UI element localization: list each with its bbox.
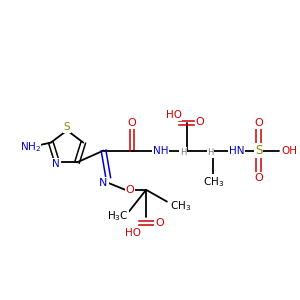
Text: O: O bbox=[254, 173, 263, 183]
Text: O: O bbox=[254, 118, 263, 128]
Text: O: O bbox=[126, 185, 134, 195]
Text: OH: OH bbox=[282, 146, 298, 156]
Text: O: O bbox=[196, 117, 204, 127]
Text: H: H bbox=[207, 148, 214, 157]
Text: H$_3$C: H$_3$C bbox=[107, 209, 128, 223]
Text: CH$_3$: CH$_3$ bbox=[202, 175, 224, 189]
Text: HO: HO bbox=[125, 228, 141, 238]
Text: H: H bbox=[180, 148, 186, 157]
Text: NH: NH bbox=[152, 146, 168, 156]
Text: S: S bbox=[255, 144, 262, 157]
Text: N: N bbox=[99, 178, 108, 188]
Text: S: S bbox=[64, 122, 70, 132]
Text: HO: HO bbox=[166, 110, 182, 120]
Text: N: N bbox=[52, 159, 60, 169]
Text: CH$_3$: CH$_3$ bbox=[169, 200, 191, 213]
Text: NH$_2$: NH$_2$ bbox=[20, 141, 41, 154]
Text: HN: HN bbox=[229, 146, 244, 156]
Text: O: O bbox=[128, 118, 136, 128]
Text: O: O bbox=[155, 218, 164, 228]
